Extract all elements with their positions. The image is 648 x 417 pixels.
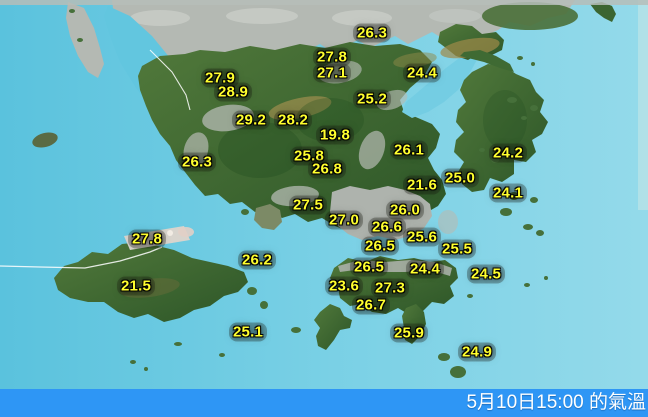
land-hong-kong-island	[330, 256, 458, 344]
island-top-right	[590, 2, 616, 22]
map-tile-edge-right	[638, 0, 648, 210]
boundary-line	[0, 49, 191, 269]
island-grass-island	[460, 50, 514, 72]
land-tsing-yi	[254, 204, 282, 230]
tolo-harbour	[402, 44, 478, 118]
airport-chek-lap-kok	[124, 226, 190, 250]
map-area: 26.3 27.8 27.1 27.9 28.9 24.4 25.2 29.2 28.2 19.8…	[0, 0, 648, 389]
map-tile-edge-top	[0, 0, 648, 5]
islets	[32, 9, 548, 378]
land-lamma-island	[314, 304, 352, 350]
land-new-territories	[138, 42, 446, 232]
satellite-map	[0, 0, 648, 389]
land-sai-kung	[454, 64, 548, 192]
caption-text: 5月10日15:00 的氣溫	[466, 392, 646, 413]
caption-bar: 5月10日15:00 的氣溫	[0, 389, 648, 417]
land-kowloon-urban	[330, 186, 432, 240]
land-lantau-island	[54, 226, 248, 322]
